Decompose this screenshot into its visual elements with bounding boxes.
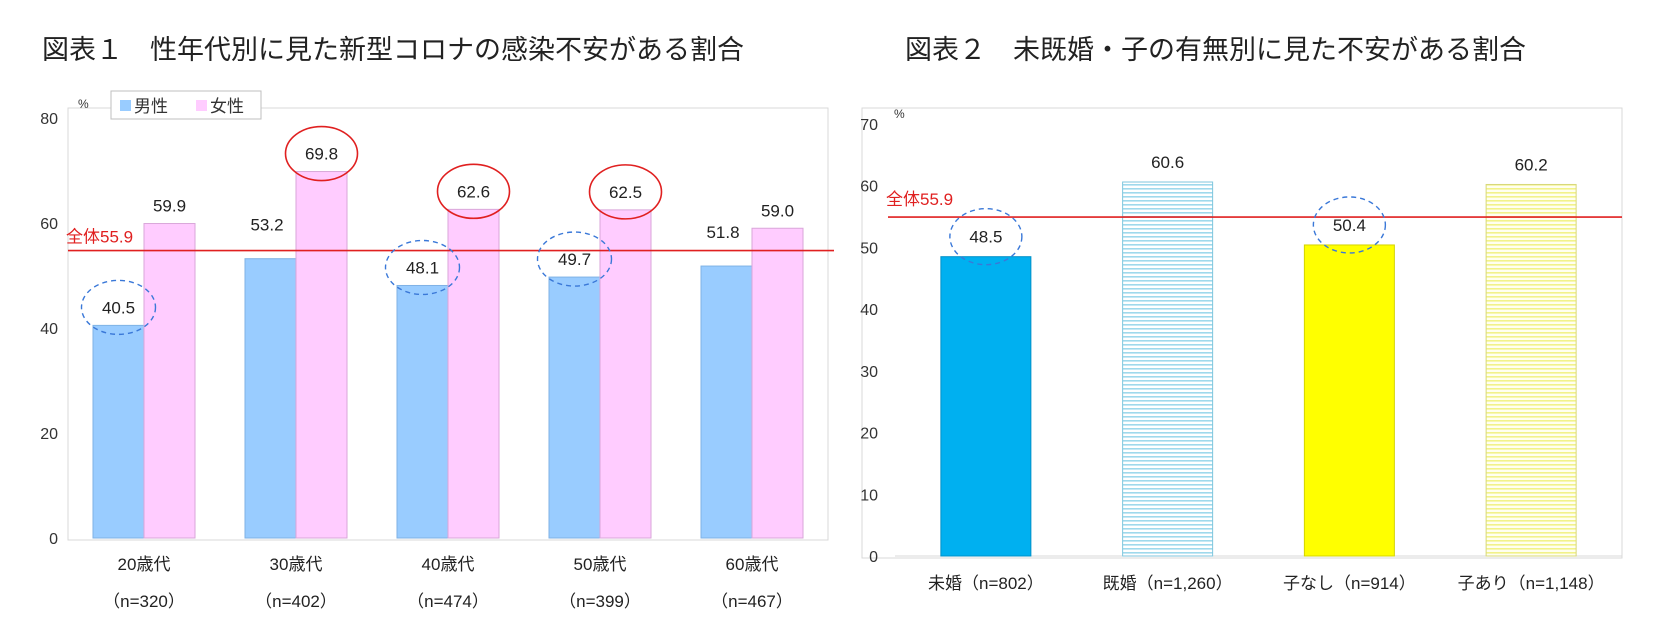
chart2-data-label: 48.5	[969, 228, 1002, 247]
chart1-data-label: 59.9	[153, 197, 186, 216]
chart2-data-label: 50.4	[1333, 216, 1366, 235]
legend-female-label: 女性	[210, 97, 244, 116]
low-value-highlight	[80, 279, 157, 336]
female-bar	[447, 208, 500, 539]
chart1-legend-box	[110, 90, 262, 120]
female-bar	[751, 227, 804, 539]
chart1-plot-frame	[67, 107, 829, 541]
chart1-data-label: 40.5	[102, 298, 135, 317]
low-value-highlight	[384, 239, 461, 296]
chart1-data-label: 48.1	[406, 258, 439, 277]
chart1-data-label: 53.2	[250, 216, 283, 235]
chart2-y-tick-label: 20	[860, 426, 878, 443]
chart2-overall-label: 全体55.9	[886, 190, 953, 209]
male-bar	[244, 258, 297, 539]
chart1-data-label: 69.8	[305, 145, 338, 164]
female-bar	[599, 209, 652, 539]
chart1-x-sample-size: （n=474）	[407, 592, 489, 611]
low-value-highlight	[1312, 196, 1387, 254]
male-bar	[700, 265, 753, 539]
chart1-x-tick-label: 60歳代	[726, 555, 779, 574]
chart1-title: 図表１ 性年代別に見た新型コロナの感染不安がある割合	[42, 35, 744, 66]
chart2-y-tick-label: 0	[869, 549, 878, 566]
high-value-highlight	[436, 163, 511, 220]
no-children-bar	[1303, 244, 1395, 557]
chart1-y-tick-label: 0	[49, 531, 58, 548]
high-value-highlight	[588, 164, 663, 220]
chart2-x-tick-label: 子あり（n=1,148）	[1458, 574, 1605, 593]
chart1-x-tick-label: 50歳代	[574, 555, 627, 574]
low-value-highlight	[536, 231, 613, 287]
chart1-data-label: 62.6	[457, 182, 490, 201]
male-bar	[396, 284, 449, 539]
legend-male-swatch	[120, 100, 131, 111]
chart1-data-label: 59.0	[761, 201, 794, 220]
male-bar	[548, 276, 601, 539]
chart1-y-tick-label: 20	[40, 426, 58, 443]
female-bar	[143, 223, 196, 539]
chart1-x-sample-size: （n=402）	[255, 592, 337, 611]
chart1-y-tick-label: 40	[40, 321, 58, 338]
high-value-highlight	[284, 125, 359, 182]
chart1-unit-label: %	[78, 97, 89, 111]
chart2-x-tick-label: 未婚（n=802）	[928, 574, 1044, 593]
chart1-x-sample-size: （n=467）	[711, 592, 793, 611]
chart2-y-tick-label: 40	[860, 302, 878, 319]
male-bar	[92, 324, 145, 539]
unmarried-bar	[940, 256, 1032, 557]
chart2-unit-label: %	[894, 107, 905, 121]
married-bar	[1122, 181, 1214, 557]
chart2-x-tick-label: 子なし（n=914）	[1283, 574, 1416, 593]
chart2-data-label: 60.6	[1151, 153, 1184, 172]
chart2-title: 図表２ 未既婚・子の有無別に見た不安がある割合	[905, 35, 1526, 66]
legend-female-swatch	[196, 100, 207, 111]
chart1-x-tick-label: 20歳代	[118, 555, 171, 574]
chart2-y-tick-label: 50	[860, 240, 878, 257]
legend-male-label: 男性	[134, 97, 168, 116]
chart1-data-label: 62.5	[609, 183, 642, 202]
female-bar	[295, 171, 348, 539]
with-children-bar	[1485, 183, 1577, 557]
chart1-data-label: 51.8	[706, 223, 739, 242]
chart2-y-tick-label: 10	[860, 487, 878, 504]
low-value-highlight	[949, 207, 1023, 266]
chart1-x-tick-label: 30歳代	[270, 555, 323, 574]
chart1-y-tick-label: 80	[40, 111, 58, 128]
chart1-y-tick-label: 60	[40, 216, 58, 233]
chart1-x-sample-size: （n=320）	[103, 592, 185, 611]
chart2-y-tick-label: 30	[860, 364, 878, 381]
chart2-plot-frame	[861, 107, 1623, 559]
chart1-x-tick-label: 40歳代	[422, 555, 475, 574]
chart2-x-tick-label: 既婚（n=1,260）	[1103, 574, 1233, 593]
chart2-y-tick-label: 60	[860, 179, 878, 196]
chart1-overall-label: 全体55.9	[66, 228, 133, 247]
chart2-data-label: 60.2	[1515, 155, 1548, 174]
chart2-y-tick-label: 70	[860, 117, 878, 134]
chart1-x-sample-size: （n=399）	[559, 592, 641, 611]
chart1-data-label: 49.7	[558, 250, 591, 269]
